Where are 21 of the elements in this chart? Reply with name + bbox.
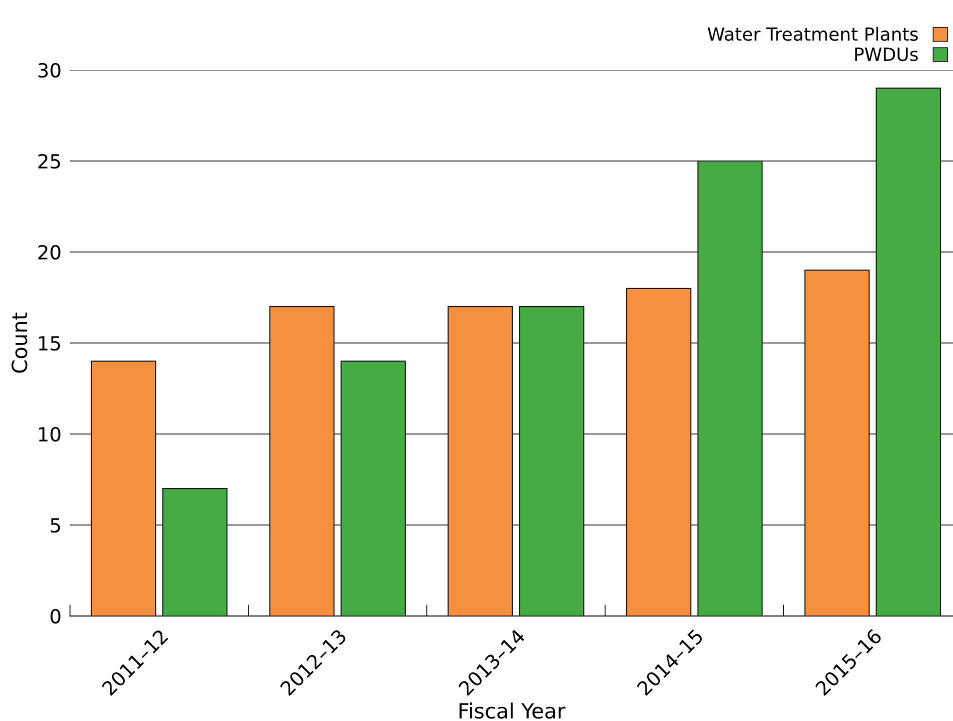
legend-label: PWDUs	[855, 48, 918, 62]
bar	[518, 306, 584, 616]
bar	[269, 306, 335, 616]
bar	[162, 488, 228, 616]
bar	[697, 160, 763, 616]
y-tick-label: 30	[38, 62, 60, 78]
y-axis-title: Count	[12, 312, 28, 373]
bar	[90, 360, 156, 616]
y-tick-label: 15	[39, 336, 60, 351]
y-tick-label: 5	[50, 518, 60, 533]
y-tick-label: 20	[38, 244, 60, 260]
bar	[448, 306, 513, 616]
bar	[626, 288, 692, 616]
bar	[340, 360, 406, 616]
x-axis-title: Fiscal Year	[460, 702, 566, 719]
bar	[804, 270, 870, 616]
y-tick-label: 0	[50, 608, 60, 624]
y-tick-label: 10	[39, 426, 60, 442]
legend-label: Water Treatment Plants	[708, 26, 918, 41]
bar	[876, 88, 942, 616]
y-tick-label: 25	[38, 154, 60, 169]
